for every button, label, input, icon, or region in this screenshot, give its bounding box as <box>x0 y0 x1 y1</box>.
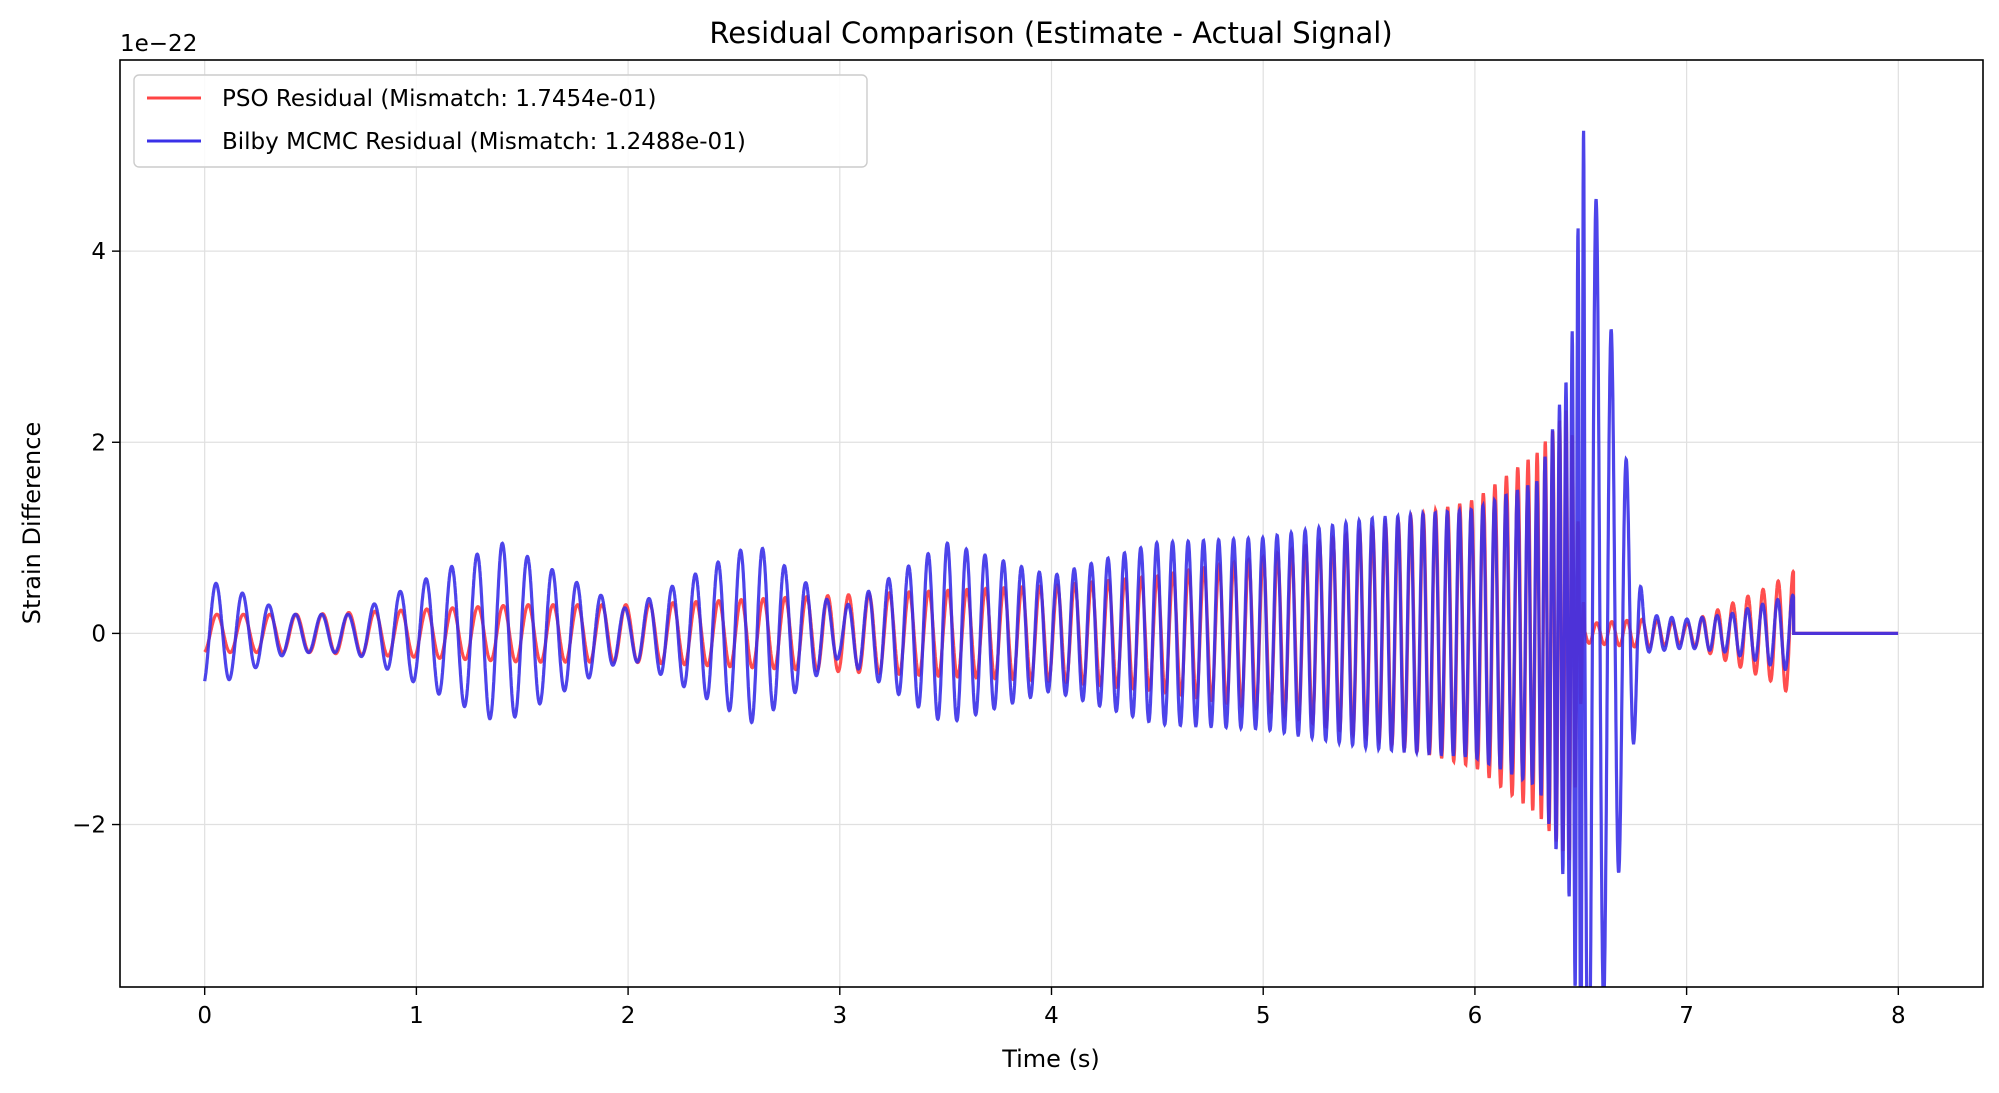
x-tick-label: 2 <box>621 1003 636 1029</box>
series-layer <box>203 130 1899 987</box>
x-tick-label: 5 <box>1256 1003 1271 1029</box>
x-tick-label: 1 <box>409 1003 424 1029</box>
x-tick-label: 6 <box>1468 1003 1483 1029</box>
x-tick-label: 7 <box>1679 1003 1694 1029</box>
y-tick-label: 2 <box>91 430 106 456</box>
legend-label-pso: PSO Residual (Mismatch: 1.7454e-01) <box>222 86 656 112</box>
y-axis-offset-text: 1e−22 <box>120 31 197 57</box>
x-tick-label: 4 <box>1044 1003 1059 1029</box>
legend-box <box>133 74 868 168</box>
x-tick-label: 8 <box>1891 1003 1906 1029</box>
chart-title: Residual Comparison (Estimate - Actual S… <box>709 16 1392 50</box>
series-line-mcmc <box>203 130 1899 987</box>
y-tick-label: 4 <box>91 239 106 265</box>
x-tick-label: 3 <box>832 1003 847 1029</box>
x-axis-ticks: 0 1 2 3 4 5 6 7 8 <box>197 987 1906 1029</box>
y-tick-label: −2 <box>72 813 106 839</box>
y-axis-label: Strain Difference <box>18 422 46 624</box>
x-axis-label: Time (s) <box>1001 1045 1100 1073</box>
y-axis-ticks: −2 0 2 4 <box>72 239 120 839</box>
legend-label-mcmc: Bilby MCMC Residual (Mismatch: 1.2488e-0… <box>222 129 746 155</box>
x-tick-label: 0 <box>197 1003 212 1029</box>
y-tick-label: 0 <box>91 621 106 647</box>
legend: PSO Residual (Mismatch: 1.7454e-01) Bilb… <box>133 74 868 168</box>
